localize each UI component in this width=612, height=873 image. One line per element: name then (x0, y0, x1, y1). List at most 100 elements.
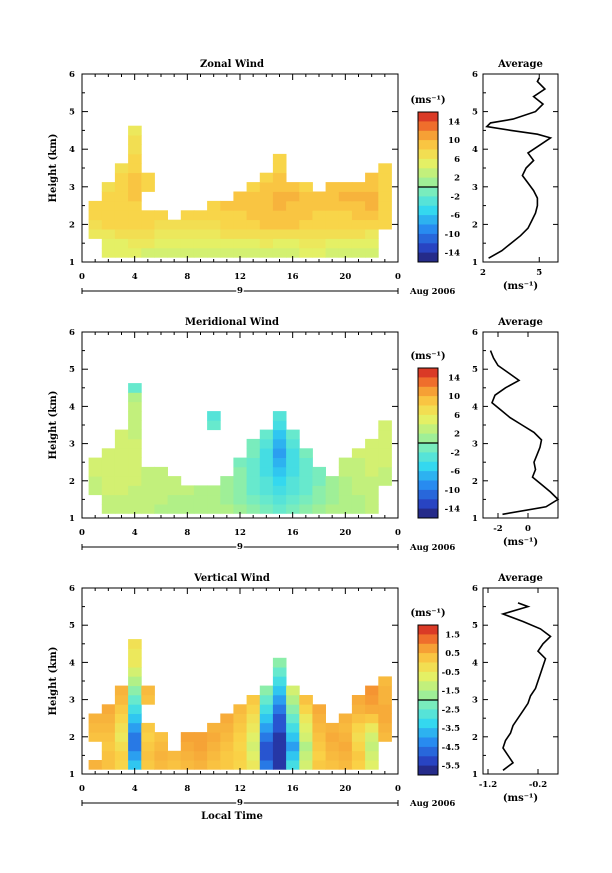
heatmap-cell (207, 750, 221, 761)
y-tick-label: 2 (69, 733, 75, 743)
heatmap-cell (114, 229, 129, 239)
heatmap-cell (365, 457, 379, 468)
colorbar-tick-label: 2 (454, 430, 460, 440)
heatmap-cell (286, 191, 300, 202)
heatmap-cell (299, 704, 313, 714)
x-tick-label: 8 (184, 272, 190, 282)
colorbar-tick-label: -2 (451, 192, 461, 202)
heatmap-cell (193, 247, 208, 258)
heatmap-cell (259, 182, 274, 192)
average-y-tick-label: 5 (472, 108, 478, 118)
heatmap-cell (101, 485, 116, 496)
average-x-tick-label: -0.2 (529, 780, 547, 790)
heatmap-cell (272, 438, 287, 449)
colorbar: (ms⁻¹) 14 10 6 2 -2 -6 -10 -14 (410, 95, 461, 263)
heatmap-cell (233, 210, 247, 221)
heatmap-cell (114, 476, 129, 486)
heatmap-cell (128, 191, 142, 202)
heatmap-cell (259, 172, 274, 183)
heatmap-cell (272, 420, 287, 431)
heatmap-cell (351, 448, 366, 458)
heatmap-cell (141, 238, 155, 249)
colorbar-swatch (418, 433, 438, 444)
heatmap-cell (312, 732, 326, 742)
heatmap-cell (286, 247, 300, 258)
heatmap-cell (299, 713, 313, 724)
average-y-tick-label: 4 (472, 658, 478, 668)
heatmap-cell (351, 191, 366, 202)
colorbar-tick-label: -14 (445, 249, 460, 259)
heatmap-cell (378, 732, 392, 742)
heatmap-cell (128, 125, 142, 136)
heatmap-cell (299, 210, 313, 221)
heatmap-cell (338, 210, 353, 221)
heatmap-cell (233, 494, 247, 505)
heatmap-cell (312, 191, 326, 202)
heatmap-cell (220, 722, 234, 733)
heatmap-cell (365, 760, 379, 770)
heatmap-cell (286, 476, 300, 486)
heatmap-cell (272, 504, 287, 514)
colorbar-swatch (418, 709, 438, 720)
heatmap-cell (272, 732, 287, 742)
heatmap-cell (259, 741, 274, 752)
heatmap-cell (101, 476, 116, 486)
heatmap-cell (193, 732, 208, 742)
heatmap-cell (88, 732, 103, 742)
x-tick-label: 4 (132, 272, 138, 282)
heatmap-cell (299, 760, 313, 770)
heatmap-cell (378, 219, 392, 230)
date-marker: 9 (237, 542, 243, 552)
heatmap-cell (207, 494, 221, 505)
heatmap-cell (101, 238, 116, 249)
x-tick-label: 0 (79, 528, 85, 538)
average-profile-line (500, 602, 552, 771)
x-tick-label: 16 (287, 528, 299, 538)
heatmap-cell (207, 760, 221, 770)
average-y-tick-label: 3 (472, 183, 478, 193)
heatmap-cell (114, 191, 129, 202)
heatmap-cell (128, 732, 142, 742)
average-title: Average (497, 317, 543, 328)
heatmap-cell (246, 504, 261, 514)
heatmap-cell (272, 695, 287, 705)
heatmap-cell (246, 210, 261, 221)
average-y-tick-label: 2 (472, 477, 478, 487)
average-y-tick-label: 6 (472, 70, 478, 80)
heatmap-cell (338, 713, 353, 724)
heatmap-cell (246, 476, 261, 486)
date-marker: 9 (237, 798, 243, 808)
heatmap-cell (180, 219, 195, 230)
heatmap-cell (378, 476, 392, 486)
heatmap-cell (220, 494, 234, 505)
heatmap-cell (272, 200, 287, 211)
heatmap-cell (193, 760, 208, 770)
colorbar-tick-label: -5.5 (442, 762, 460, 772)
heatmap-cell (180, 238, 195, 249)
heatmap-cell (128, 741, 142, 752)
heatmap-cell (246, 722, 261, 733)
heatmap-cell (312, 494, 326, 505)
heatmap-cell (167, 750, 182, 761)
heatmap-cell (246, 466, 261, 477)
y-tick-label: 6 (69, 70, 75, 80)
x-tick-label: 16 (287, 784, 299, 794)
heatmap-cell (233, 750, 247, 761)
heatmap-cell (272, 657, 287, 668)
heatmap-cell (128, 153, 142, 164)
y-tick-label: 5 (69, 108, 75, 118)
heatmap-cell (154, 229, 168, 239)
heatmap-cell (351, 182, 366, 192)
average-y-tick-label: 4 (472, 145, 478, 155)
colorbar-tick-label: -4.5 (442, 743, 460, 753)
heatmap-cell (378, 182, 392, 192)
average-frame (482, 587, 559, 775)
heatmap-cell (180, 760, 195, 770)
heatmap-cell (207, 200, 221, 211)
heatmap-cell (114, 219, 129, 230)
heatmap-cell (365, 229, 379, 239)
heatmap-cell (312, 200, 326, 211)
heatmap-cell (272, 667, 287, 677)
heatmap-cell (259, 695, 274, 705)
heatmap-cell (101, 732, 116, 742)
